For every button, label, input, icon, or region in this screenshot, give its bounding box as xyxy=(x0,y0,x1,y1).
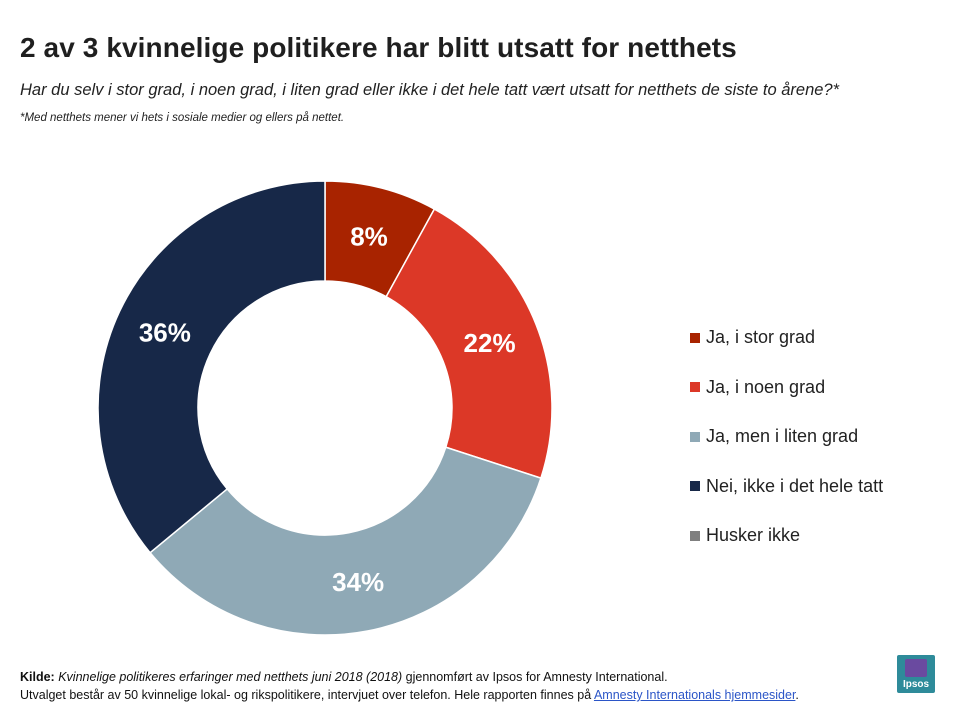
legend-swatch xyxy=(690,332,700,343)
ipsos-logo: Ipsos xyxy=(897,655,935,693)
legend-item: Ja, i noen grad xyxy=(690,363,883,413)
donut-slice xyxy=(149,446,542,636)
logo-text: Ipsos xyxy=(902,679,930,690)
donut-slice xyxy=(385,208,553,480)
slice-data-label: 8% xyxy=(350,222,388,252)
legend-swatch xyxy=(690,530,700,541)
source-note: Kilde: Kvinnelige politikeres erfaringer… xyxy=(20,668,799,704)
legend-label: Ja, i stor grad xyxy=(706,327,816,348)
legend-swatch xyxy=(690,431,700,442)
slice-data-label: 36% xyxy=(139,318,191,348)
donut-chart: 8% 22% 34% 36% xyxy=(97,180,553,636)
slice-data-label: 34% xyxy=(332,567,384,597)
legend-item: Ja, i stor grad xyxy=(690,313,883,363)
chart-subtitle: Har du selv i stor grad, i noen grad, i … xyxy=(20,81,840,99)
legend-swatch xyxy=(690,481,700,492)
amnesty-link[interactable]: Amnesty Internationals hjemmesider xyxy=(593,688,796,702)
legend-swatch xyxy=(690,382,700,393)
chart-legend: Ja, i stor grad Ja, i noen grad Ja, men … xyxy=(690,313,883,561)
legend-label: Ja, men i liten grad xyxy=(706,426,859,447)
source-line2: Utvalget består av 50 kvinnelige lokal- … xyxy=(20,688,594,702)
legend-item: Ja, men i liten grad xyxy=(690,412,883,462)
source-title: Kvinnelige politikeres erfaringer med ne… xyxy=(58,670,403,684)
source-rest: gjennomført av Ipsos for Amnesty Interna… xyxy=(402,670,668,684)
legend-label: Husker ikke xyxy=(706,525,801,546)
donut-slice xyxy=(97,180,326,554)
chart-footnote: *Med netthets mener vi hets i sosiale me… xyxy=(20,112,345,124)
legend-label: Ja, i noen grad xyxy=(706,376,826,397)
chart-title: 2 av 3 kvinnelige politikere har blitt u… xyxy=(20,32,737,63)
source-label: Kilde: xyxy=(20,670,55,684)
source-end: . xyxy=(795,688,799,702)
legend-item: Nei, ikke i det hele tatt xyxy=(690,462,883,512)
logo-mark-icon xyxy=(905,659,927,677)
slice-data-label: 22% xyxy=(464,328,516,358)
legend-label: Nei, ikke i det hele tatt xyxy=(706,475,884,496)
legend-item: Husker ikke xyxy=(690,511,883,561)
